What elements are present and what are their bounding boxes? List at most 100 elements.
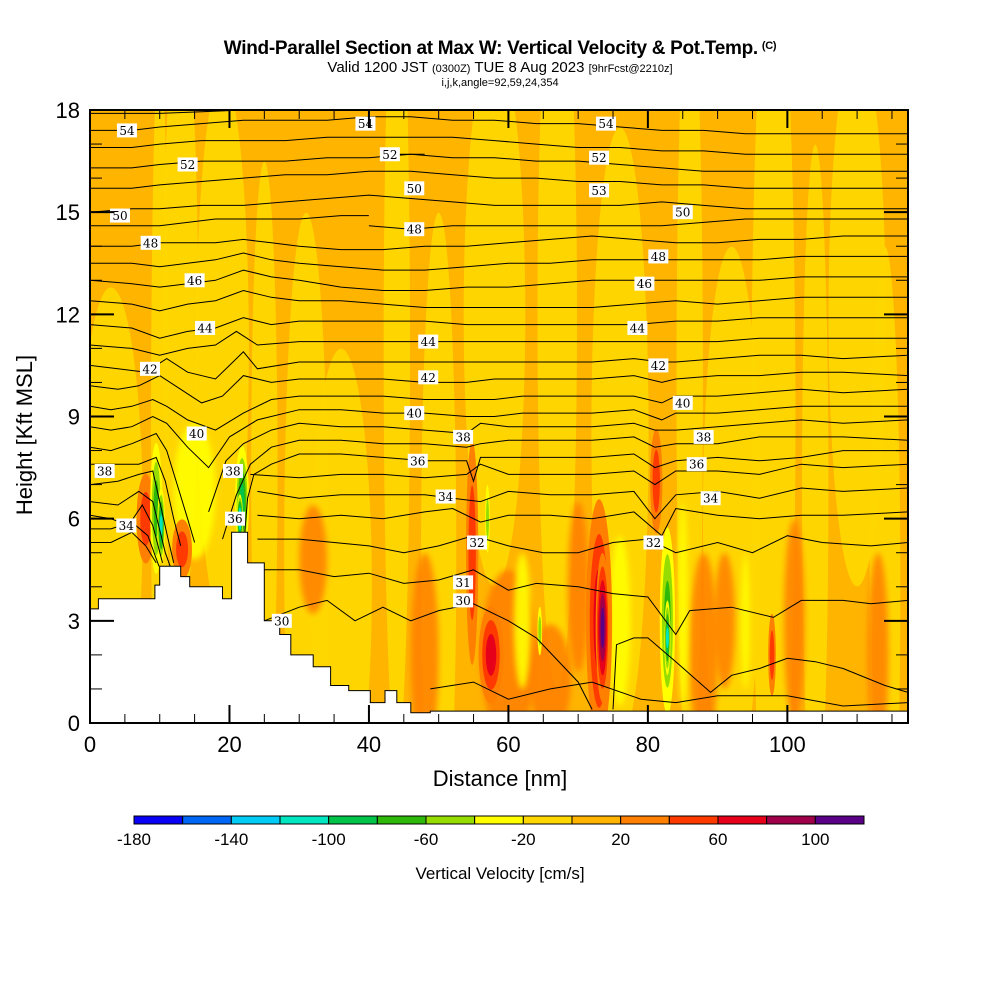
- contour-label-box: [355, 116, 376, 131]
- theta-contour-33: [257, 507, 908, 537]
- contour-label: 44: [627, 320, 648, 335]
- y-axis-label: Height [Kft MSL]: [10, 355, 40, 515]
- colorbar-tick-label: -20: [511, 830, 536, 849]
- contour-label-box: [379, 147, 400, 162]
- colorbar-segment: [766, 815, 816, 825]
- contour-label: 50: [109, 208, 130, 223]
- contour-label: 44: [195, 320, 216, 335]
- contour-label-box: [94, 463, 115, 478]
- contour-label-box: [435, 489, 456, 504]
- colorbar-tick-label: -60: [414, 830, 439, 849]
- contour-label-box: [177, 157, 198, 172]
- velocity-band-orange: [714, 552, 736, 689]
- contour-label-box: [589, 150, 610, 165]
- x-tick-label: 60: [496, 732, 520, 757]
- y-axis-label-text: Height [Kft MSL]: [12, 354, 37, 516]
- contour-label-box: [186, 426, 207, 441]
- velocity-band-yellow: [513, 552, 531, 689]
- plot-area: 54 54 52 50 50 48 46 44 44 42 42 40 40 38 38 36 36 34 32 30…: [90, 110, 908, 723]
- contour-label-text: 44: [630, 321, 646, 335]
- contour-label-text: 50: [112, 209, 127, 223]
- colorbar-segment: [522, 815, 573, 825]
- contour-label-box: [453, 575, 474, 590]
- contour-label-box: [184, 273, 205, 288]
- velocity-feature: [652, 449, 660, 513]
- colorbar-segment: [620, 815, 670, 825]
- contour-label: 50: [672, 205, 693, 220]
- contour-label: 54: [355, 116, 376, 131]
- theta-contour-42: [90, 351, 908, 380]
- contour-label-box: [596, 116, 617, 131]
- y-tick-label: 9: [68, 405, 80, 430]
- contour-label-box: [109, 208, 130, 223]
- theta-contour-34: [257, 487, 908, 520]
- velocity-band-orange: [689, 552, 718, 723]
- contour-label-text: 46: [187, 274, 202, 288]
- velocity-band: [751, 110, 796, 723]
- contour-label-text: 53: [591, 184, 606, 198]
- contour-label-text: 52: [382, 148, 397, 162]
- valid-time: Valid 1200 JST: [327, 59, 428, 76]
- contour-label-text: 48: [407, 223, 422, 237]
- theta-contour-54: [90, 116, 908, 135]
- velocity-band-orange: [410, 552, 439, 723]
- contour-label-box: [634, 276, 655, 291]
- contour-label-box: [693, 429, 714, 444]
- contour-label-box: [643, 535, 664, 550]
- theta-contour-30: [612, 637, 908, 710]
- x-axis-label: Distance [nm]: [432, 766, 568, 791]
- contour-label-text: 48: [651, 250, 666, 264]
- forecast-info: [9hrFcst@2210z]: [588, 63, 673, 75]
- contour-label-box: [116, 123, 137, 138]
- contour-label: 53: [589, 183, 610, 198]
- theta-contour-35: [250, 463, 908, 486]
- theta-contour-52: [90, 153, 908, 172]
- contour-label-text: 40: [675, 396, 690, 410]
- contour-labels: 54 54 52 50 50 48 46 44 44 42 42 40 40 38 38 36 36 34 32 30…: [94, 116, 721, 628]
- contour-label-box: [467, 535, 488, 550]
- contour-label: 52: [589, 150, 610, 165]
- velocity-band: [310, 348, 372, 723]
- contour-label: 52: [177, 157, 198, 172]
- chart-title: Wind-Parallel Section at Max W: Vertical…: [0, 38, 1000, 60]
- theta-contour-43: [90, 330, 908, 356]
- theta-contour-36: [90, 470, 175, 564]
- velocity-feature: [665, 627, 669, 649]
- contour-label-box: [271, 613, 292, 628]
- contour-label-box: [648, 358, 669, 373]
- contour-label-box: [116, 518, 137, 533]
- contour-label-text: 44: [197, 321, 213, 335]
- colorbar-tick-label: -140: [214, 830, 248, 849]
- contour-label-text: 34: [438, 490, 454, 504]
- contour-label: 48: [140, 235, 161, 250]
- theta-contour-37: [90, 456, 182, 547]
- contour-label: 32: [643, 535, 664, 550]
- contour-label-text: 42: [421, 371, 436, 385]
- contour-label-text: 42: [651, 359, 666, 373]
- contour-label-box: [225, 511, 246, 526]
- contour-label-text: 42: [142, 362, 157, 376]
- contour-label: 42: [418, 370, 439, 385]
- theta-contour-32: [257, 535, 908, 554]
- theta-contour-38: [208, 419, 908, 513]
- contour-label-text: 54: [598, 117, 614, 131]
- velocity-band-orange: [867, 552, 889, 723]
- contour-label: 38: [693, 429, 714, 444]
- contour-label: 36: [225, 511, 246, 526]
- contour-label-box: [672, 395, 693, 410]
- contour-label-box: [139, 361, 160, 376]
- colorbar-segment: [571, 815, 622, 825]
- contour-label: 36: [686, 457, 707, 472]
- contour-label: 44: [418, 334, 439, 349]
- contour-label: 42: [648, 358, 669, 373]
- theta-contour-51: [90, 170, 908, 189]
- contour-label-text: 50: [407, 182, 422, 196]
- velocity-band-yellow: [609, 535, 631, 706]
- contour-label-box: [627, 320, 648, 335]
- contour-label-text: 54: [358, 117, 374, 131]
- contour-label-box: [589, 183, 610, 198]
- velocity-texture: [90, 110, 901, 723]
- velocity-band-orange: [299, 505, 328, 614]
- contour-label: 34: [435, 489, 456, 504]
- valid-date: TUE 8 Aug 2023: [474, 59, 585, 76]
